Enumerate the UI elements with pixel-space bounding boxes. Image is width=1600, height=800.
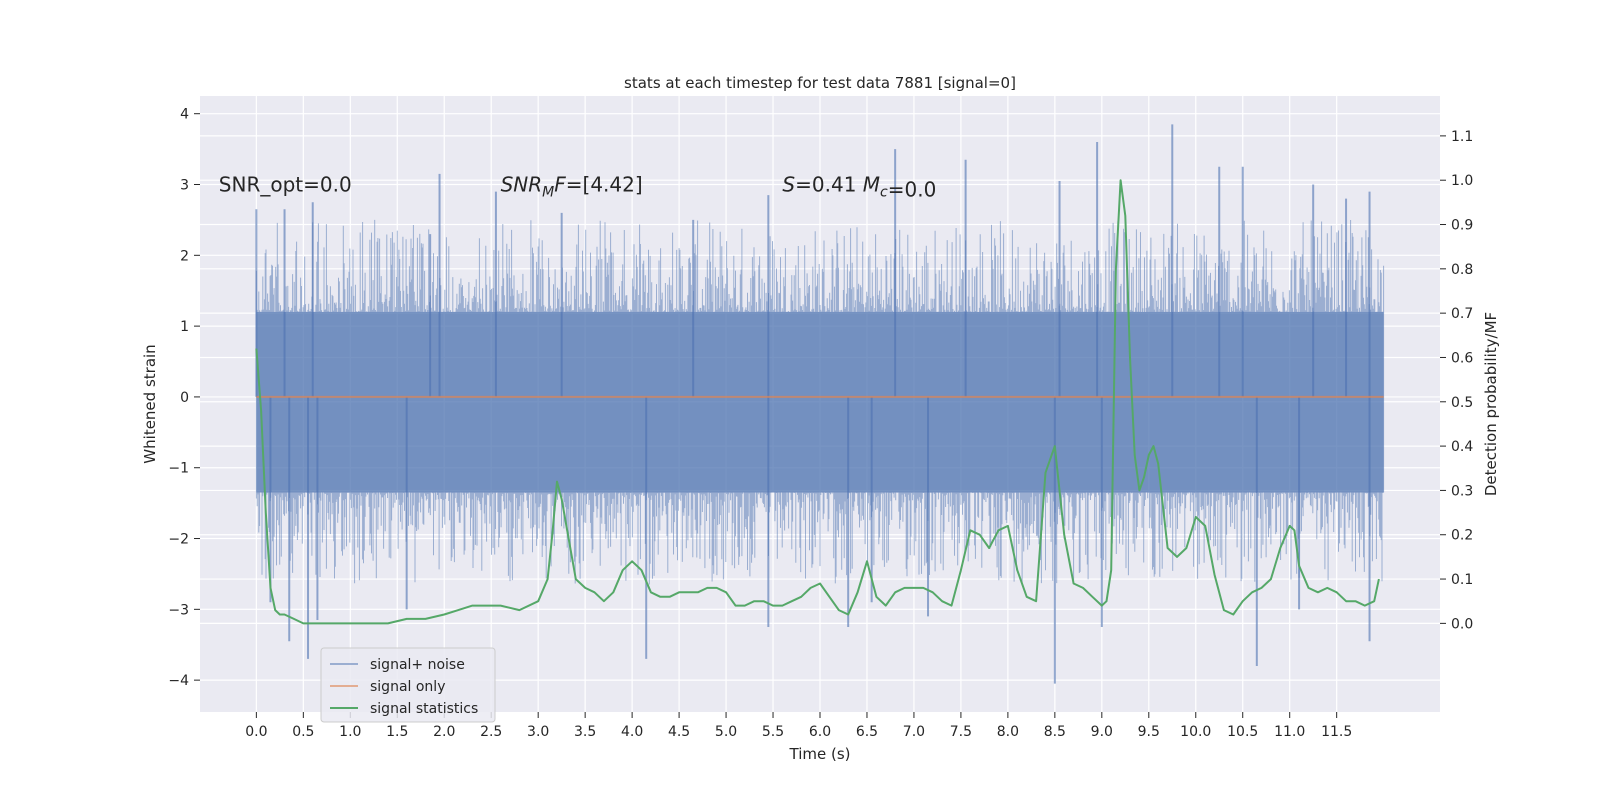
y-right-tick-label: 0.1 [1451,572,1473,588]
x-tick-label: 3.5 [574,724,596,740]
legend-label-signal-noise: signal+ noise [370,657,465,673]
signal-statistics-line [255,179,1380,625]
y-right-tick-label: 0.0 [1451,616,1473,632]
x-tick-label: 0.0 [245,724,267,740]
x-tick-label: 9.5 [1138,724,1160,740]
y-left-tick-label: −3 [168,602,189,618]
x-tick-label: 1.0 [339,724,361,740]
y-left-tick-label: −2 [168,532,189,548]
y-left-tick-label: −1 [168,461,189,477]
x-tick-label: 2.5 [480,724,502,740]
snr-opt-annotation: SNR_opt=0.0 [219,173,352,197]
annotations: SNR_opt=0.0 SNRMF=[4.42] S=0.41 Mc=0.0 [219,173,937,202]
x-tick-label: 0.5 [292,724,314,740]
y-right-tick-label: 0.5 [1451,395,1473,411]
x-tick-label: 7.0 [903,724,925,740]
y-left-tick-label: 1 [180,319,189,335]
x-tick-label: 5.5 [762,724,784,740]
y-right-tick-label: 0.6 [1451,350,1473,366]
y-right-tick-label: 0.2 [1451,528,1473,544]
y-left-tick-label: −4 [168,673,189,689]
x-tick-label: 7.5 [950,724,972,740]
x-tick-label: 3.0 [527,724,549,740]
x-tick-label: 9.0 [1091,724,1113,740]
y-left-tick-label: 3 [180,178,189,194]
y-right-tick-label: 0.4 [1451,439,1473,455]
x-tick-label: 4.0 [621,724,643,740]
x-tick-label: 8.0 [997,724,1019,740]
legend-box [320,647,496,723]
s-mc-annotation: S=0.41 Mc=0.0 [782,173,936,202]
x-tick-label: 2.0 [433,724,455,740]
x-axis: 0.0 0.5 1.0 1.5 2.0 2.5 3.0 3.5 4.0 4.5 5.0 5.5 6.0 6… [245,712,1352,740]
signal-statistics-series [255,179,1380,625]
y-right-tick-label: 0.3 [1451,483,1473,499]
noise-core [256,311,1384,493]
x-tick-label: 6.0 [809,724,831,740]
y-axis-left-label: Whitened strain [141,344,159,463]
y-right-tick-label: 1.1 [1451,129,1473,145]
y-right-tick-label: 0.8 [1451,262,1473,278]
y-left-tick-label: 0 [180,390,189,406]
y-right-tick-label: 0.7 [1451,306,1473,322]
signal-plus-noise-series [255,124,1385,684]
y-right-tick-label: 1.0 [1451,173,1473,189]
legend-label-signal-only: signal only [370,679,445,695]
y-right-tick-label: 0.9 [1451,218,1473,234]
y-axis-left: −4 −3 −2 −1 0 1 2 3 4 [168,107,200,689]
x-tick-label: 10.0 [1180,724,1211,740]
x-tick-label: 11.5 [1321,724,1352,740]
legend-label-signal-statistics: signal statistics [370,701,478,717]
y-left-tick-label: 2 [180,248,189,264]
y-axis-right: 0.0 0.1 0.2 0.3 0.4 0.5 0.6 0.7 0.8 0.9 1.0 1.1 [1440,129,1473,632]
x-tick-label: 10.5 [1227,724,1258,740]
y-axis-right-label: Detection probability/MF [1482,312,1500,496]
snr-mf-annotation: SNRMF=[4.42] [501,173,643,201]
x-tick-label: 4.5 [668,724,690,740]
x-tick-label: 5.0 [715,724,737,740]
chart-title: stats at each timestep for test data 788… [624,74,1016,92]
x-tick-label: 8.5 [1044,724,1066,740]
x-axis-label: Time (s) [789,745,851,763]
x-tick-label: 6.5 [856,724,878,740]
x-tick-label: 11.0 [1274,724,1305,740]
x-tick-label: 1.5 [386,724,408,740]
legend: signal+ noise signal only signal statist… [320,647,496,723]
y-left-tick-label: 4 [180,107,189,123]
